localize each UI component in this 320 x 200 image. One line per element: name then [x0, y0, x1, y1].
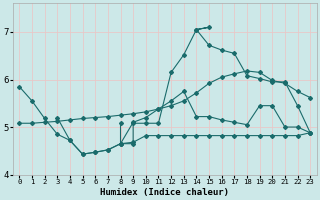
X-axis label: Humidex (Indice chaleur): Humidex (Indice chaleur)	[100, 188, 229, 197]
